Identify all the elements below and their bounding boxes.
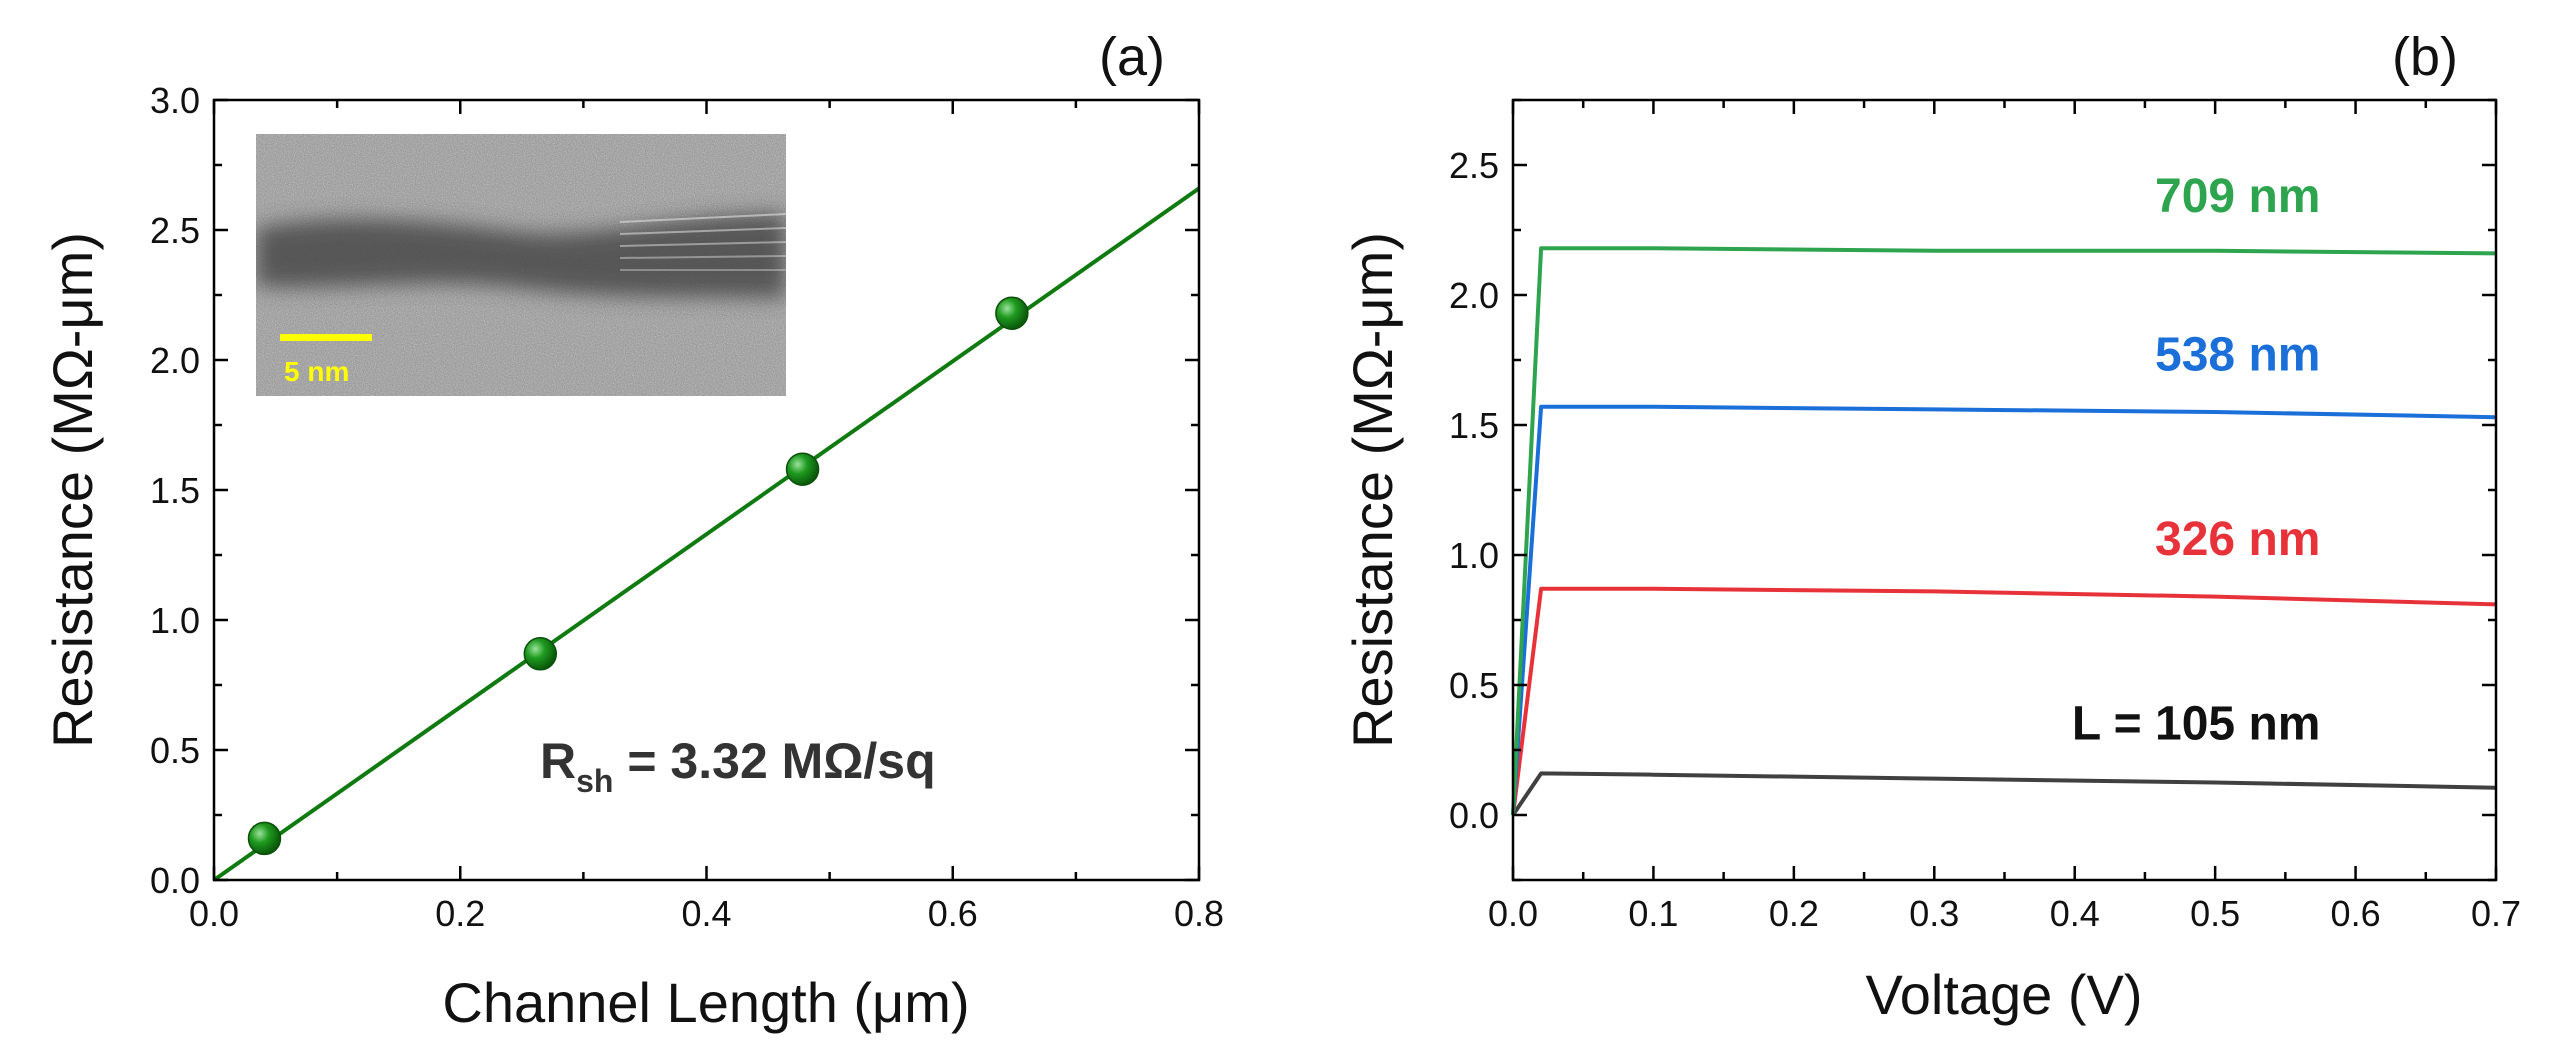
- a-x-tick-label: 0.4: [681, 893, 731, 934]
- rsh-symbol: R: [540, 733, 576, 789]
- curve-326-nm: [1511, 586, 2497, 816]
- b-x-tick-label: 0.6: [2331, 893, 2381, 934]
- curves-group: [1511, 246, 2497, 817]
- rsh-value: = 3.32 MΩ/sq: [613, 733, 935, 789]
- panel-a: (a) 5 nm 0.0 0.2 0.4 0.6 0.8 0.0 0.5 1.0 1.5 2.0 2…: [41, 27, 1224, 1034]
- rsh-subscript: sh: [576, 763, 613, 799]
- b-x-tick-label: 0.2: [1769, 893, 1819, 934]
- x-axis-title-a: Channel Length (μm): [442, 971, 969, 1034]
- data-point: [995, 296, 1029, 330]
- data-point: [785, 452, 820, 486]
- fit-line-group: [212, 186, 1201, 882]
- scale-bar: [280, 334, 372, 341]
- b-x-tick-label: 0.4: [2050, 893, 2100, 934]
- linear-fit-line: [212, 186, 1201, 882]
- ticks-a: 0.0 0.2 0.4 0.6 0.8 0.0 0.5 1.0 1.5 2.0 2.5 3.0: [150, 80, 1224, 934]
- a-y-tick-label: 0.0: [150, 860, 200, 901]
- scale-bar-label: 5 nm: [284, 356, 349, 387]
- curve-label: 326 nm: [2155, 513, 2320, 566]
- b-x-tick-label: 0.7: [2471, 893, 2521, 934]
- a-x-tick-label: 0.2: [435, 893, 485, 934]
- data-points-group: [247, 296, 1029, 856]
- b-y-tick-label: 0.5: [1449, 665, 1499, 706]
- sheet-resistance-annotation: Rsh = 3.32 MΩ/sq: [540, 733, 936, 799]
- a-y-tick-label: 1.5: [150, 470, 200, 511]
- a-x-tick-label: 0.0: [189, 893, 239, 934]
- b-x-tick-label: 0.3: [1909, 893, 1959, 934]
- a-y-tick-label: 1.0: [150, 600, 200, 641]
- curve-709-nm: [1511, 246, 2497, 816]
- ticks-b: 0.0 0.1 0.2 0.3 0.4 0.5 0.6 0.7 0.0 0.5 1.0 1.5 2.0 2…: [1449, 98, 2521, 934]
- b-y-tick-label: 0.0: [1449, 795, 1499, 836]
- curve-label: 709 nm: [2155, 170, 2320, 223]
- y-axis-title-b: Resistance (MΩ-μm): [1341, 232, 1404, 748]
- curve-label: 538 nm: [2155, 328, 2320, 381]
- a-y-tick-label: 2.5: [150, 210, 200, 251]
- tem-inset-image: 5 nm: [256, 134, 786, 396]
- curve-l-105-nm: [1511, 771, 2497, 817]
- a-y-tick-label: 2.0: [150, 340, 200, 381]
- data-point: [247, 821, 282, 856]
- a-x-tick-label: 0.6: [928, 893, 978, 934]
- a-y-tick-label: 3.0: [150, 80, 200, 121]
- a-y-tick-label: 0.5: [150, 730, 200, 771]
- b-y-tick-label: 1.5: [1449, 405, 1499, 446]
- curve-538-nm: [1511, 404, 2497, 816]
- b-y-tick-label: 1.0: [1449, 535, 1499, 576]
- y-axis-title-a: Resistance (MΩ-μm): [41, 232, 104, 748]
- curve-labels-group: L = 105 nm 326 nm 538 nm 709 nm: [2072, 170, 2321, 751]
- a-x-tick-label: 0.8: [1174, 893, 1224, 934]
- data-point: [523, 637, 558, 671]
- b-x-tick-label: 0.5: [2190, 893, 2240, 934]
- axes-frame-b: [1511, 98, 2498, 882]
- panel-label-b: (b): [2392, 27, 2458, 87]
- curve-label: L = 105 nm: [2072, 698, 2321, 751]
- b-y-tick-label: 2.0: [1449, 275, 1499, 316]
- x-axis-title-b: Voltage (V): [1865, 963, 2142, 1026]
- b-x-tick-label: 0.1: [1628, 893, 1678, 934]
- b-y-tick-label: 2.5: [1449, 145, 1499, 186]
- b-x-tick-label: 0.0: [1488, 893, 1538, 934]
- panel-label-a: (a): [1099, 27, 1165, 87]
